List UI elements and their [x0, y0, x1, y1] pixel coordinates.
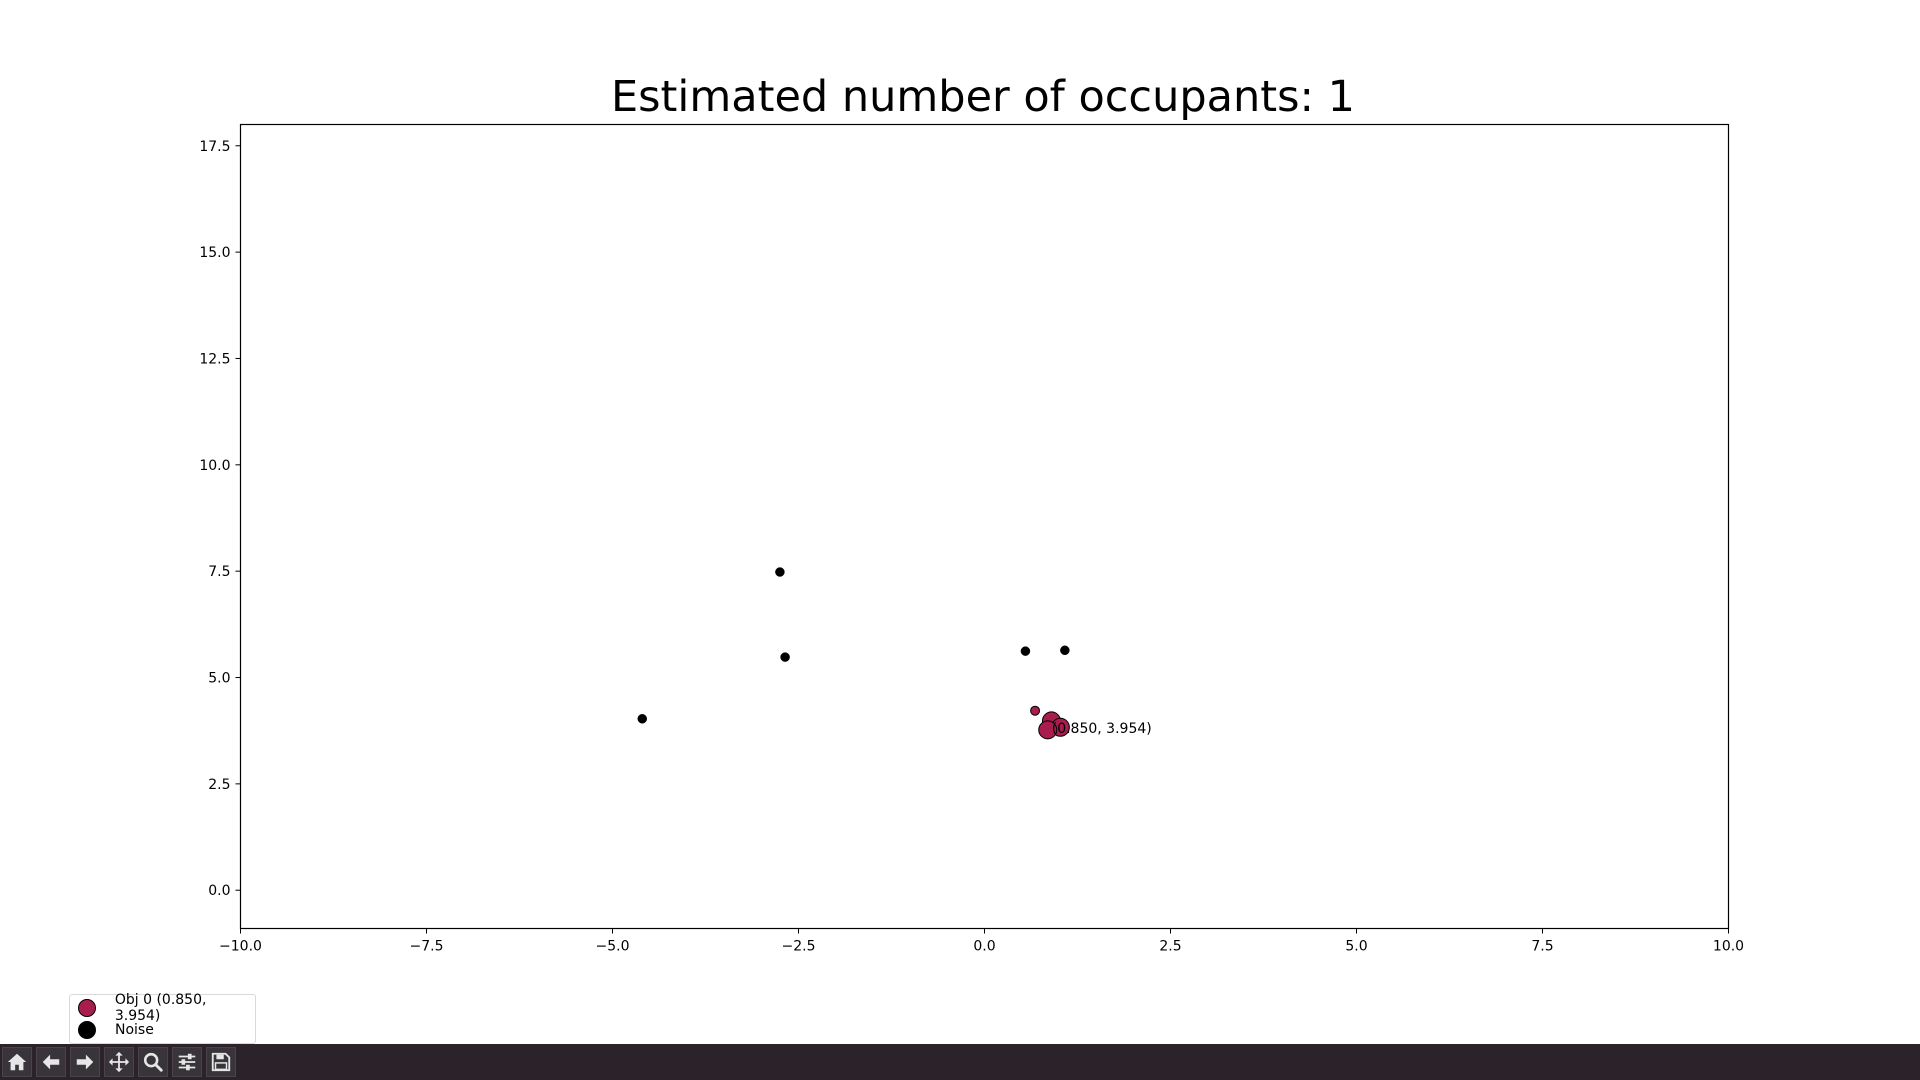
y-tick-label: 15.0 [199, 245, 230, 261]
forward-button[interactable] [70, 1047, 100, 1077]
x-axis: −10.0 −7.5 −5.0 −2.5 0.0 2.5 5.0 7.5 10.0 [219, 928, 1744, 955]
arrow-left-icon [42, 1054, 60, 1070]
plot-area[interactable]: −10.0 −7.5 −5.0 −2.5 0.0 2.5 5.0 7.5 10.0 0.0 2.5… [0, 0, 1920, 1044]
legend-item-obj0: Obj 0 (0.850, 3.954) [70, 992, 255, 1024]
x-tick-label: −2.5 [782, 939, 816, 955]
x-tick-label: 7.5 [1531, 939, 1553, 955]
zoom-button[interactable] [138, 1047, 168, 1077]
legend-item-noise: Noise [70, 1020, 154, 1040]
obj0-point [1030, 705, 1041, 716]
legend: Obj 0 (0.850, 3.954) Noise [69, 992, 256, 1044]
scatter-points [637, 567, 1070, 740]
save-button[interactable] [206, 1047, 236, 1077]
x-tick-label: 0.0 [973, 939, 995, 955]
noise-point [780, 652, 790, 662]
noise-point [775, 567, 785, 577]
y-tick-label: 5.0 [208, 671, 230, 687]
legend-marker-obj0 [78, 999, 96, 1017]
y-tick-label: 2.5 [208, 777, 230, 793]
y-tick-label: 12.5 [199, 351, 230, 367]
legend-marker-noise [78, 1021, 96, 1039]
y-tick-label: 17.5 [199, 139, 230, 155]
pan-button[interactable] [104, 1047, 134, 1077]
configure-subplots-button[interactable] [172, 1047, 202, 1077]
noise-point [1060, 645, 1070, 656]
y-tick-label: 0.0 [208, 883, 230, 899]
x-tick-label: −10.0 [219, 939, 262, 955]
y-tick-label: 10.0 [199, 458, 230, 474]
home-button[interactable] [2, 1047, 32, 1077]
x-tick-label: 10.0 [1713, 939, 1744, 955]
annotations: (0.850, 3.954) [1052, 721, 1152, 737]
legend-label-noise: Noise [115, 1022, 154, 1038]
obj0-point [1038, 720, 1058, 740]
noise-point [1020, 646, 1031, 656]
x-tick-label: 2.5 [1159, 939, 1181, 955]
arrow-right-icon [76, 1054, 94, 1070]
magnifier-icon [143, 1052, 163, 1072]
axes-frame [239, 123, 1730, 930]
floppy-disk-icon [211, 1052, 231, 1072]
y-tick-label: 7.5 [208, 564, 230, 580]
chart-title: Estimated number of occupants: 1 [610, 72, 1356, 122]
home-icon [7, 1053, 27, 1071]
sliders-icon [178, 1053, 196, 1071]
x-tick-label: −5.0 [596, 939, 630, 955]
noise-point [637, 714, 648, 724]
x-tick-label: 5.0 [1345, 939, 1367, 955]
back-button[interactable] [36, 1047, 66, 1077]
point-annotation: (0.850, 3.954) [1052, 721, 1152, 737]
x-tick-label: −7.5 [410, 939, 444, 955]
y-axis: 0.0 2.5 5.0 7.5 10.0 12.5 15.0 17.5 [199, 139, 241, 899]
toolbar [0, 1044, 1920, 1080]
legend-label-obj0: Obj 0 (0.850, 3.954) [114, 992, 207, 1024]
move-icon [108, 1051, 130, 1073]
